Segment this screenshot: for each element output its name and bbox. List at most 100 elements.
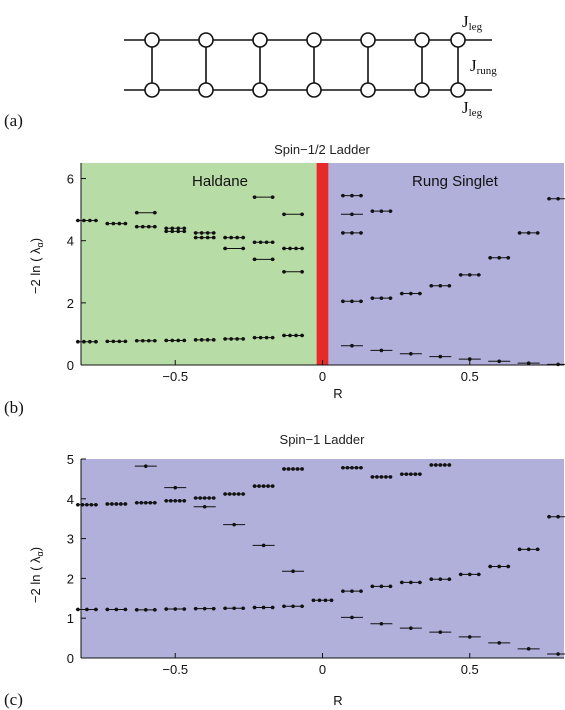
level-dot: [152, 500, 157, 505]
level-dot: [241, 492, 245, 496]
level-dot: [223, 246, 227, 251]
level-dot: [182, 338, 187, 343]
level-dot: [152, 210, 157, 215]
level-dot: [556, 652, 560, 656]
level-dot: [458, 572, 463, 577]
level-mark: [223, 337, 246, 341]
level-dot: [199, 231, 204, 235]
level-dot: [82, 218, 86, 223]
level-dot: [117, 221, 122, 226]
level-dot: [232, 492, 236, 496]
level-dot: [193, 496, 198, 500]
level-dot: [164, 229, 169, 234]
level-dot: [152, 338, 157, 343]
level-mark: [399, 352, 422, 356]
level-dot: [94, 339, 98, 344]
level-dot: [429, 463, 434, 467]
level-dot: [241, 246, 245, 251]
level-dot: [286, 467, 291, 471]
level-dot: [370, 209, 375, 213]
level-dot: [182, 607, 187, 611]
level-dot: [288, 246, 292, 251]
level-dot: [270, 195, 275, 199]
level-mark: [252, 240, 275, 245]
level-dot: [467, 273, 472, 277]
level-dot: [341, 299, 345, 304]
level-mark: [399, 626, 422, 630]
level-dot: [300, 269, 304, 274]
level-mark: [282, 269, 305, 274]
level-dot: [252, 257, 257, 262]
level-mark: [370, 584, 393, 589]
level-mark: [340, 193, 363, 198]
level-dot: [94, 607, 98, 612]
level-dot: [105, 502, 110, 506]
level-dot: [264, 240, 269, 245]
level-dot: [379, 584, 384, 589]
level-dot: [388, 584, 393, 589]
level-dot: [252, 195, 257, 199]
level-dot: [270, 605, 275, 610]
level-dot: [241, 606, 245, 611]
level-mark: [488, 255, 511, 260]
site-top: [360, 32, 376, 48]
level-dot: [164, 607, 169, 611]
level-dot: [429, 577, 434, 581]
level-mark: [488, 359, 511, 364]
level-dot: [170, 338, 175, 343]
level-mark: [458, 572, 481, 577]
level-mark: [252, 257, 275, 262]
level-dot: [443, 463, 447, 467]
level-mark: [429, 577, 452, 581]
level-mark: [193, 231, 216, 235]
level-mark: [193, 338, 216, 342]
level-dot: [379, 475, 384, 479]
level-dot: [535, 547, 540, 552]
y-tick-label: 4: [67, 492, 74, 507]
transition-band: [316, 163, 329, 365]
level-dot: [409, 626, 413, 630]
x-tick-label: −0.5: [162, 369, 188, 384]
level-dot: [300, 467, 304, 471]
region-label-rung-singlet: Rung Singlet: [412, 173, 499, 190]
level-mark: [429, 354, 452, 359]
level-mark: [193, 504, 216, 509]
level-dot: [429, 283, 434, 288]
level-dot: [202, 504, 207, 509]
level-dot: [182, 226, 187, 231]
level-mark: [458, 635, 481, 639]
level-dot: [211, 235, 216, 240]
level-mark: [488, 564, 511, 569]
level-dot: [350, 299, 354, 304]
level-dot: [152, 224, 157, 229]
site-bottom: [360, 82, 376, 98]
level-dot: [400, 472, 404, 476]
level-dot: [341, 465, 345, 470]
site-top: [144, 32, 160, 48]
level-mark: [547, 652, 565, 656]
level-dot: [300, 333, 304, 338]
level-dot: [261, 543, 266, 548]
level-dot: [476, 273, 481, 277]
level-dot: [205, 231, 210, 235]
panel-label-b: (b): [4, 398, 24, 417]
level-dot: [438, 630, 443, 634]
level-dot: [241, 337, 245, 341]
level-mark: [458, 357, 481, 361]
level-dot: [288, 333, 292, 338]
level-dot: [400, 580, 404, 585]
level-dot: [202, 496, 207, 500]
level-dot: [341, 193, 345, 198]
level-dot: [173, 607, 178, 611]
level-mark: [311, 598, 334, 603]
level-mark: [193, 496, 216, 500]
level-mark: [105, 339, 128, 344]
level-dot: [300, 604, 304, 609]
level-dot: [370, 584, 375, 589]
x-tick-label: 0: [319, 662, 326, 677]
level-dot: [270, 335, 275, 340]
level-dot: [223, 606, 227, 611]
level-dot: [152, 608, 157, 612]
level-mark: [340, 212, 363, 217]
level-dot: [294, 246, 298, 251]
